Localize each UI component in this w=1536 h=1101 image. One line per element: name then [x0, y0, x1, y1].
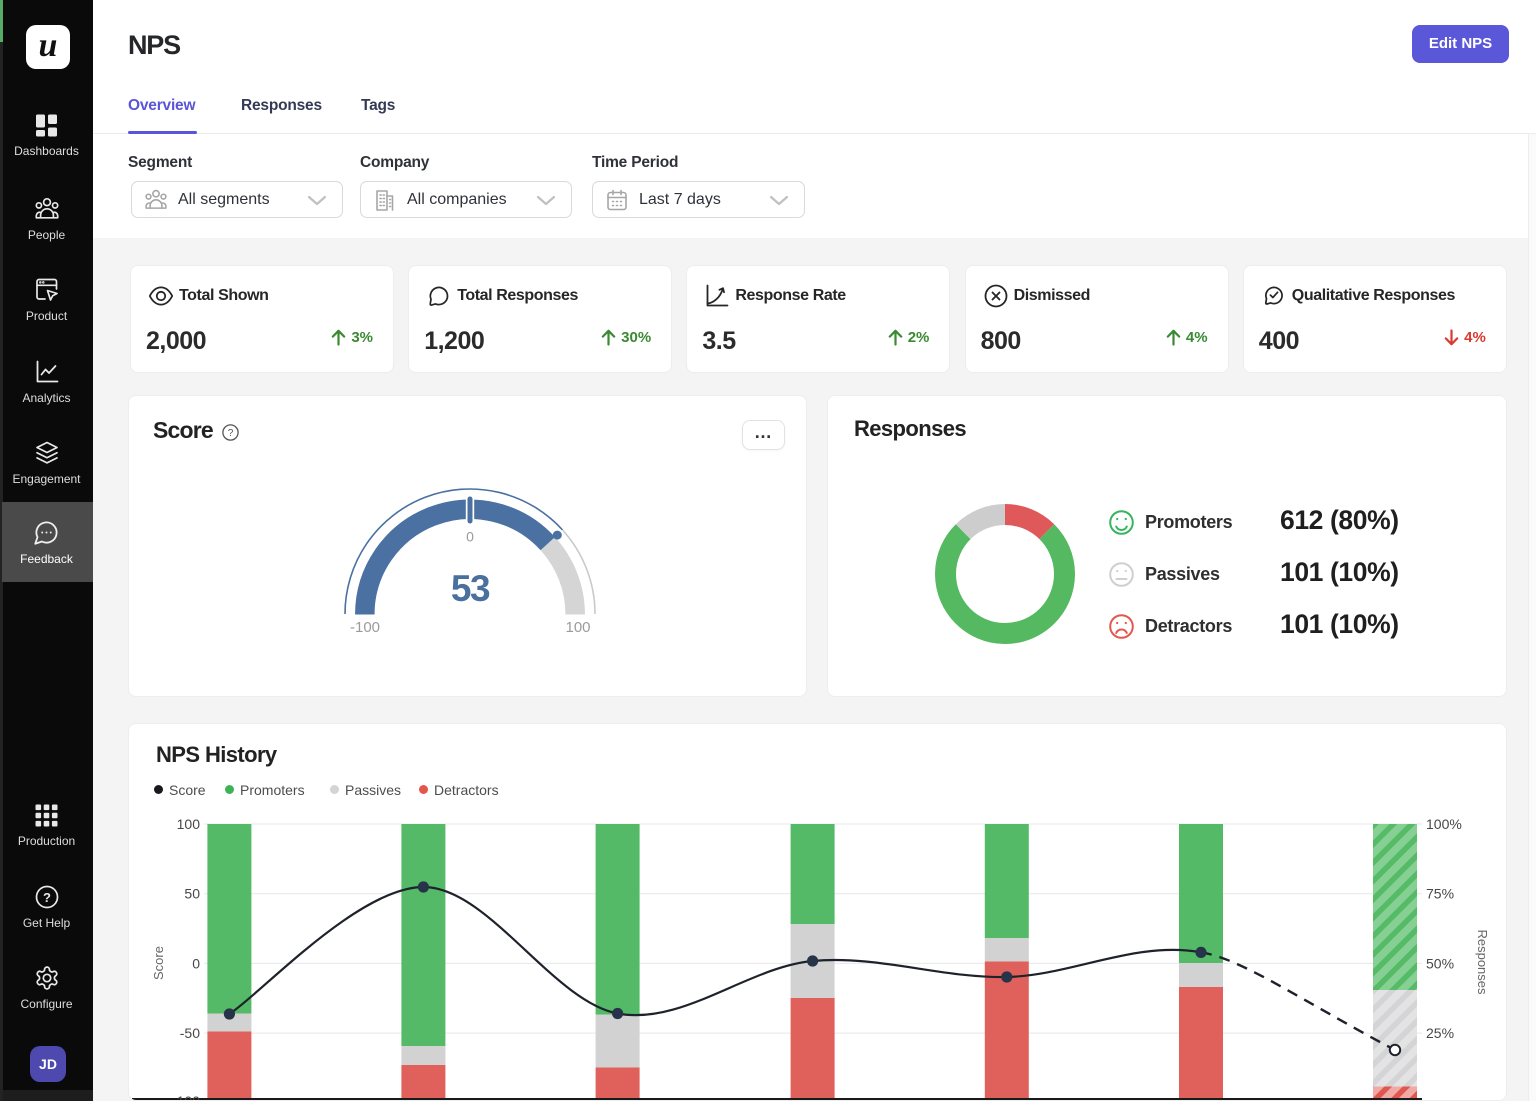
svg-text:Responses: Responses: [1475, 929, 1490, 995]
svg-text:-50: -50: [180, 1025, 200, 1041]
svg-text:50: 50: [184, 886, 200, 902]
svg-text:0: 0: [466, 529, 474, 545]
svg-text:?: ?: [228, 428, 234, 439]
svg-text:-100: -100: [350, 619, 380, 636]
svg-text:100: 100: [565, 619, 590, 636]
svg-text:-100: -100: [172, 1093, 200, 1101]
svg-text:53: 53: [451, 568, 490, 609]
svg-text:Score: Score: [151, 946, 166, 980]
svg-text:0: 0: [192, 955, 200, 971]
svg-text:100: 100: [177, 816, 201, 832]
svg-text:75%: 75%: [1426, 886, 1454, 902]
svg-text:?: ?: [43, 890, 51, 905]
svg-text:25%: 25%: [1426, 1025, 1454, 1041]
svg-text:100%: 100%: [1426, 816, 1462, 832]
svg-text:50%: 50%: [1426, 955, 1454, 971]
